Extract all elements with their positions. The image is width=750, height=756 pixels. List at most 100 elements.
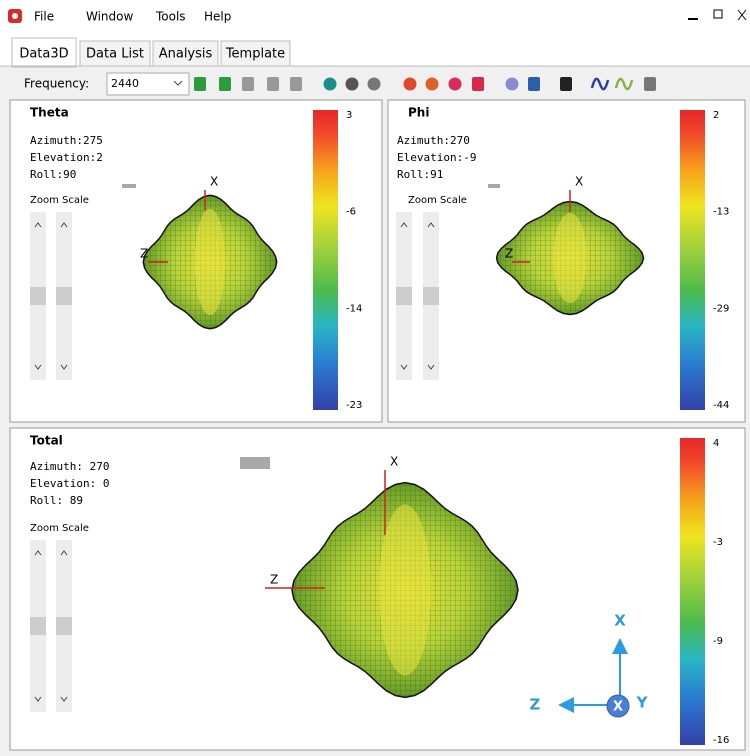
orientation-y-label: Y — [636, 694, 649, 712]
orientation-center — [606, 694, 630, 718]
color-bar-label: -23 — [346, 400, 362, 411]
slider-up[interactable] — [34, 222, 42, 228]
panel-title: Theta — [30, 106, 69, 120]
zoom-scale-label: Zoom Scale — [30, 195, 89, 206]
toolbar-button[interactable] — [219, 77, 231, 91]
toolbar-button[interactable] — [367, 77, 381, 91]
toolbar-button[interactable] — [448, 77, 462, 91]
pattern-lobe — [553, 213, 587, 303]
roll-readout: Roll:90 — [30, 168, 76, 181]
tab-label[interactable]: Analysis — [159, 47, 213, 62]
orientation-z-label: Z — [530, 696, 541, 714]
menu-item[interactable]: File — [34, 10, 54, 24]
roll-readout: Roll:91 — [397, 168, 443, 181]
slider-up[interactable] — [400, 222, 408, 228]
frequency-dropdown[interactable] — [106, 72, 190, 96]
slider-thumb[interactable] — [423, 287, 439, 305]
slider-up[interactable] — [34, 550, 42, 556]
toolbar-button[interactable] — [614, 77, 634, 91]
slider-up[interactable] — [427, 222, 435, 228]
device-icon — [122, 184, 136, 188]
menu-item[interactable]: Tools — [155, 10, 186, 24]
slider-down[interactable] — [60, 364, 68, 370]
z-axis-label: Z — [505, 247, 513, 261]
dropdown-chevron — [173, 80, 183, 86]
toolbar-button[interactable] — [644, 77, 656, 91]
slider-down[interactable] — [34, 696, 42, 702]
toolbar-button[interactable] — [267, 77, 279, 91]
color-bar-label: -44 — [713, 400, 729, 411]
frequency-value[interactable]: 2440 — [111, 77, 139, 90]
azimuth-readout: Azimuth:270 — [397, 134, 470, 147]
restore-button[interactable] — [713, 9, 723, 19]
toolbar-button[interactable] — [345, 77, 359, 91]
slider-up[interactable] — [60, 222, 68, 228]
tab-label[interactable]: Data3D — [19, 47, 68, 62]
slider-thumb[interactable] — [30, 617, 46, 635]
elevation-readout: Elevation: 0 — [30, 477, 109, 490]
slider-thumb[interactable] — [56, 287, 72, 305]
toolbar-button[interactable] — [528, 77, 540, 91]
slider-thumb[interactable] — [30, 287, 46, 305]
toolbar-button[interactable] — [590, 77, 610, 91]
panel-title: Total — [30, 434, 63, 448]
slider-thumb[interactable] — [56, 617, 72, 635]
menu-item[interactable]: Help — [204, 10, 231, 24]
toolbar-button[interactable] — [323, 77, 337, 91]
toolbar-button[interactable] — [425, 77, 439, 91]
menu-item[interactable]: Window — [86, 10, 134, 24]
minimize-button[interactable] — [688, 18, 698, 20]
elevation-readout: Elevation:-9 — [397, 151, 476, 164]
color-bar-label: -9 — [713, 636, 723, 647]
color-bar-label: -14 — [346, 303, 362, 314]
slider-down[interactable] — [400, 364, 408, 370]
color-bar-label: -16 — [713, 735, 729, 746]
slider-thumb[interactable] — [396, 287, 412, 305]
tab[interactable] — [220, 40, 291, 67]
azimuth-readout: Azimuth:275 — [30, 134, 103, 147]
pattern-lobe — [194, 208, 226, 316]
toolbar-button[interactable] — [505, 77, 519, 91]
slider-down[interactable] — [60, 696, 68, 702]
color-bar — [680, 110, 705, 410]
azimuth-readout: Azimuth: 270 — [30, 460, 109, 473]
zoom-scale-label: Zoom Scale — [30, 523, 89, 534]
z-axis-label: Z — [140, 247, 148, 261]
tab-label[interactable]: Data List — [86, 47, 144, 62]
tab[interactable] — [11, 37, 77, 68]
color-bar-label: -3 — [713, 537, 723, 548]
color-bar — [313, 110, 338, 410]
toolbar-button[interactable] — [290, 77, 302, 91]
color-bar-label: -29 — [713, 303, 729, 314]
orientation-x-label: X — [614, 612, 626, 630]
slider-up[interactable] — [60, 550, 68, 556]
tab[interactable] — [79, 40, 151, 67]
toolbar-button[interactable] — [560, 77, 572, 91]
device-icon — [488, 184, 500, 188]
elevation-readout: Elevation:2 — [30, 151, 103, 164]
color-bar-label: 4 — [713, 438, 719, 449]
close-button[interactable] — [737, 9, 747, 21]
zoom-scale-label: Zoom Scale — [408, 195, 467, 206]
toolbar-button[interactable] — [403, 77, 417, 91]
toolbar-button[interactable] — [472, 77, 484, 91]
pattern-lobe — [379, 504, 431, 676]
color-bar — [680, 438, 705, 745]
x-axis-label: X — [390, 455, 398, 469]
device-icon — [240, 457, 270, 469]
tab[interactable] — [152, 40, 219, 67]
slider-down[interactable] — [427, 364, 435, 370]
toolbar-button[interactable] — [194, 77, 206, 91]
toolbar-button[interactable] — [242, 77, 254, 91]
slider-down[interactable] — [34, 364, 42, 370]
panel-title: Phi — [408, 106, 429, 120]
color-bar-label: -6 — [346, 207, 356, 218]
x-axis-label: X — [575, 175, 583, 189]
color-bar-label: 3 — [346, 110, 352, 121]
roll-readout: Roll: 89 — [30, 494, 83, 507]
z-axis-label: Z — [270, 573, 278, 587]
frequency-label: Frequency: — [24, 77, 89, 91]
color-bar-label: -13 — [713, 207, 729, 218]
tab-label[interactable]: Template — [225, 47, 285, 62]
